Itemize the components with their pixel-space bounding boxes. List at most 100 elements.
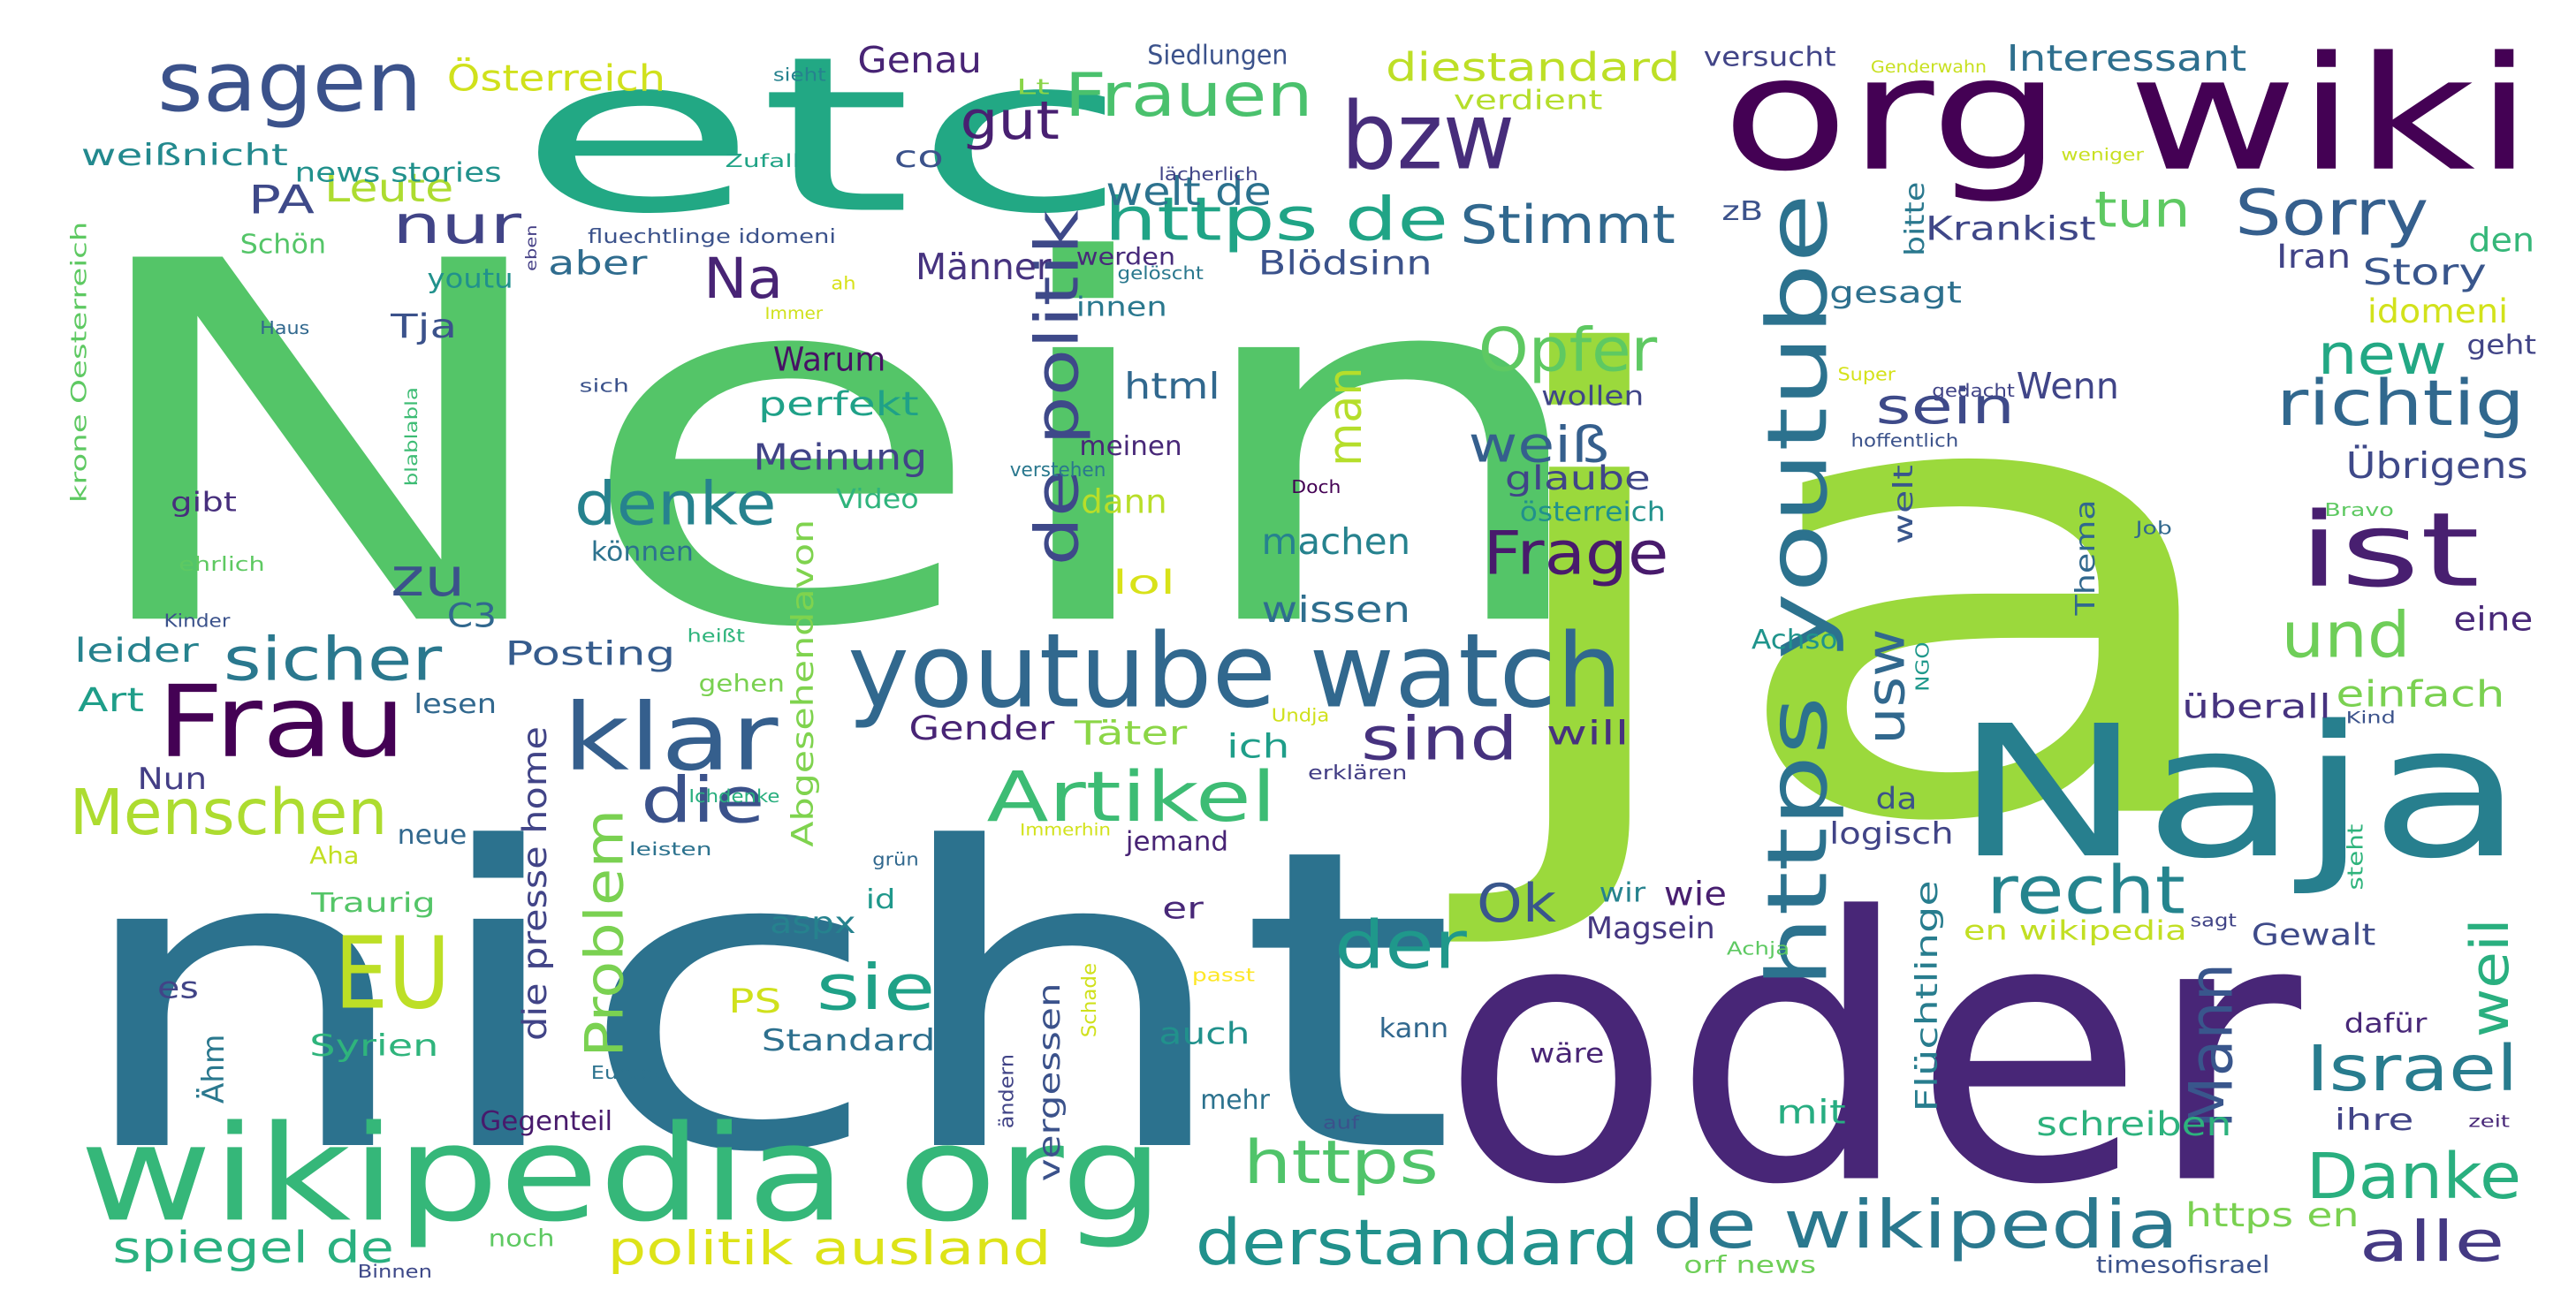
word-ok: Ok bbox=[1477, 873, 1556, 935]
word-interessant: Interessant bbox=[2007, 37, 2247, 80]
word-job: Job bbox=[2133, 518, 2172, 539]
word-auf: auf bbox=[1323, 1111, 1360, 1133]
word-en-wikipedia: en wikipedia bbox=[1964, 916, 2187, 947]
word-org-wiki: org wiki bbox=[1721, 23, 2533, 206]
word-maenner: Männer bbox=[916, 246, 1052, 288]
word-sieht: sieht bbox=[773, 64, 826, 85]
word-man: man bbox=[1318, 368, 1372, 466]
word-oesterreich: Österreich bbox=[447, 57, 665, 100]
word-menschen: Menschen bbox=[70, 776, 388, 849]
word-nein: Nein bbox=[66, 157, 1606, 736]
word-ihre: ihre bbox=[2334, 1103, 2413, 1137]
word-werden: werden bbox=[1076, 244, 1175, 270]
word-wir: wir bbox=[1600, 878, 1646, 909]
word-achja: Achja bbox=[1727, 938, 1790, 959]
word-schreiben: schreiben bbox=[2036, 1104, 2231, 1143]
word-fluechtlinge-idomeni: fluechtlinge idomeni bbox=[588, 225, 836, 248]
word-meinen: meinen bbox=[1079, 431, 1182, 462]
word-new: new bbox=[2318, 322, 2447, 388]
word-standard: Standard bbox=[762, 1023, 936, 1058]
word-geloescht: gelöscht bbox=[1118, 262, 1204, 284]
word-immerhin: Immerhin bbox=[1020, 822, 1111, 840]
word-bitte: bitte bbox=[1900, 182, 1931, 256]
word-gesagt: gesagt bbox=[1829, 275, 1962, 309]
word-idomeni: idomeni bbox=[2367, 292, 2508, 330]
word-zb: zB bbox=[1721, 196, 1763, 227]
word-weniger: weniger bbox=[2061, 146, 2144, 164]
word-gender: Gender bbox=[908, 709, 1055, 747]
word-frauen: Frauen bbox=[1065, 60, 1313, 130]
word-co: co bbox=[894, 140, 944, 174]
word-aha: Aha bbox=[309, 844, 359, 870]
word-bzw: bzw bbox=[1341, 83, 1515, 191]
word-kinder: Kinder bbox=[163, 611, 231, 632]
word-es: es bbox=[157, 970, 199, 1005]
word-sie: sie bbox=[817, 951, 936, 1024]
word-derstandard: derstandard bbox=[1196, 1206, 1639, 1279]
word-aber: aber bbox=[548, 244, 648, 283]
word-genderwahn: Genderwahn bbox=[1871, 58, 1987, 77]
word-eben: eben bbox=[522, 224, 540, 270]
word-eine: eine bbox=[2453, 599, 2533, 638]
word-europa: Europa bbox=[591, 1062, 665, 1083]
word-ah: ah bbox=[831, 272, 855, 293]
word-leisten: leisten bbox=[629, 838, 712, 860]
word-leider: leider bbox=[74, 631, 199, 670]
word-oesterreich-lower: österreich bbox=[1520, 497, 1666, 528]
word-aspx: aspx bbox=[770, 906, 855, 940]
word-bravo: Bravo bbox=[2324, 499, 2394, 520]
word-gewalt: Gewalt bbox=[2252, 917, 2376, 952]
word-ist: ist bbox=[2298, 491, 2480, 611]
word-danke: Danke bbox=[2306, 1140, 2522, 1213]
word-weil: weil bbox=[2459, 918, 2521, 1037]
word-erklaeren: erklären bbox=[1308, 762, 1407, 785]
word-gut: gut bbox=[961, 90, 1060, 152]
word-diestandard: diestandard bbox=[1386, 43, 1680, 90]
word-doch: Doch bbox=[1291, 476, 1341, 497]
word-auch: auch bbox=[1159, 1017, 1250, 1051]
word-pa: PA bbox=[248, 176, 315, 223]
word-eu: EU bbox=[334, 916, 450, 1032]
word-einfach: einfach bbox=[2336, 673, 2504, 716]
word-wie: wie bbox=[1664, 874, 1727, 913]
word-versucht: versucht bbox=[1704, 42, 1836, 73]
word-heisst: heißt bbox=[687, 626, 745, 647]
word-welt-de: welt de bbox=[1106, 168, 1271, 215]
word-super: Super bbox=[1837, 364, 1896, 385]
word-etc: etc bbox=[516, 11, 1128, 262]
word-news-stories: news stories bbox=[294, 158, 501, 189]
word-passt: passt bbox=[1192, 965, 1255, 986]
word-achso: Achso bbox=[1752, 625, 1837, 656]
word-welt: welt bbox=[1888, 465, 1919, 544]
word-https-de: https de bbox=[1105, 184, 1449, 254]
word-waere: wäre bbox=[1530, 1038, 1604, 1069]
word-magsein: Magsein bbox=[1586, 911, 1715, 945]
word-immer: Immer bbox=[765, 305, 824, 323]
word-geht: geht bbox=[2466, 330, 2536, 361]
word-recht: recht bbox=[1987, 852, 2185, 929]
word-genau: Genau bbox=[857, 39, 982, 81]
word-sagen: sagen bbox=[157, 34, 422, 131]
word-ngo: NGO bbox=[1912, 642, 1934, 692]
word-sich: sich bbox=[580, 375, 629, 397]
word-aehm: Ähm bbox=[196, 1035, 231, 1104]
word-kind: Kind bbox=[2346, 709, 2396, 727]
word-frage: Frage bbox=[1484, 519, 1669, 588]
word-den: den bbox=[2468, 220, 2534, 259]
word-gruen: grün bbox=[872, 848, 918, 869]
word-lesen: lesen bbox=[414, 689, 497, 720]
word-artikel: Artikel bbox=[987, 756, 1277, 838]
word-kann: kann bbox=[1379, 1013, 1449, 1044]
word-video: Video bbox=[836, 484, 919, 515]
word-de-wikipedia: de wikipedia bbox=[1653, 1186, 2179, 1263]
word-perfekt: perfekt bbox=[758, 384, 919, 423]
word-zufall: Zufall bbox=[726, 150, 800, 171]
word-weiss: weiß bbox=[1469, 416, 1609, 474]
word-de-politik: de politik bbox=[1022, 210, 1092, 566]
word-tja: Tja bbox=[390, 307, 457, 345]
word-wenn: Wenn bbox=[2017, 365, 2119, 407]
word-sicher: sicher bbox=[224, 625, 443, 694]
word-krone-oesterreich: krone Oesterreich bbox=[65, 222, 91, 503]
word-ja: ja bbox=[1437, 227, 2260, 959]
